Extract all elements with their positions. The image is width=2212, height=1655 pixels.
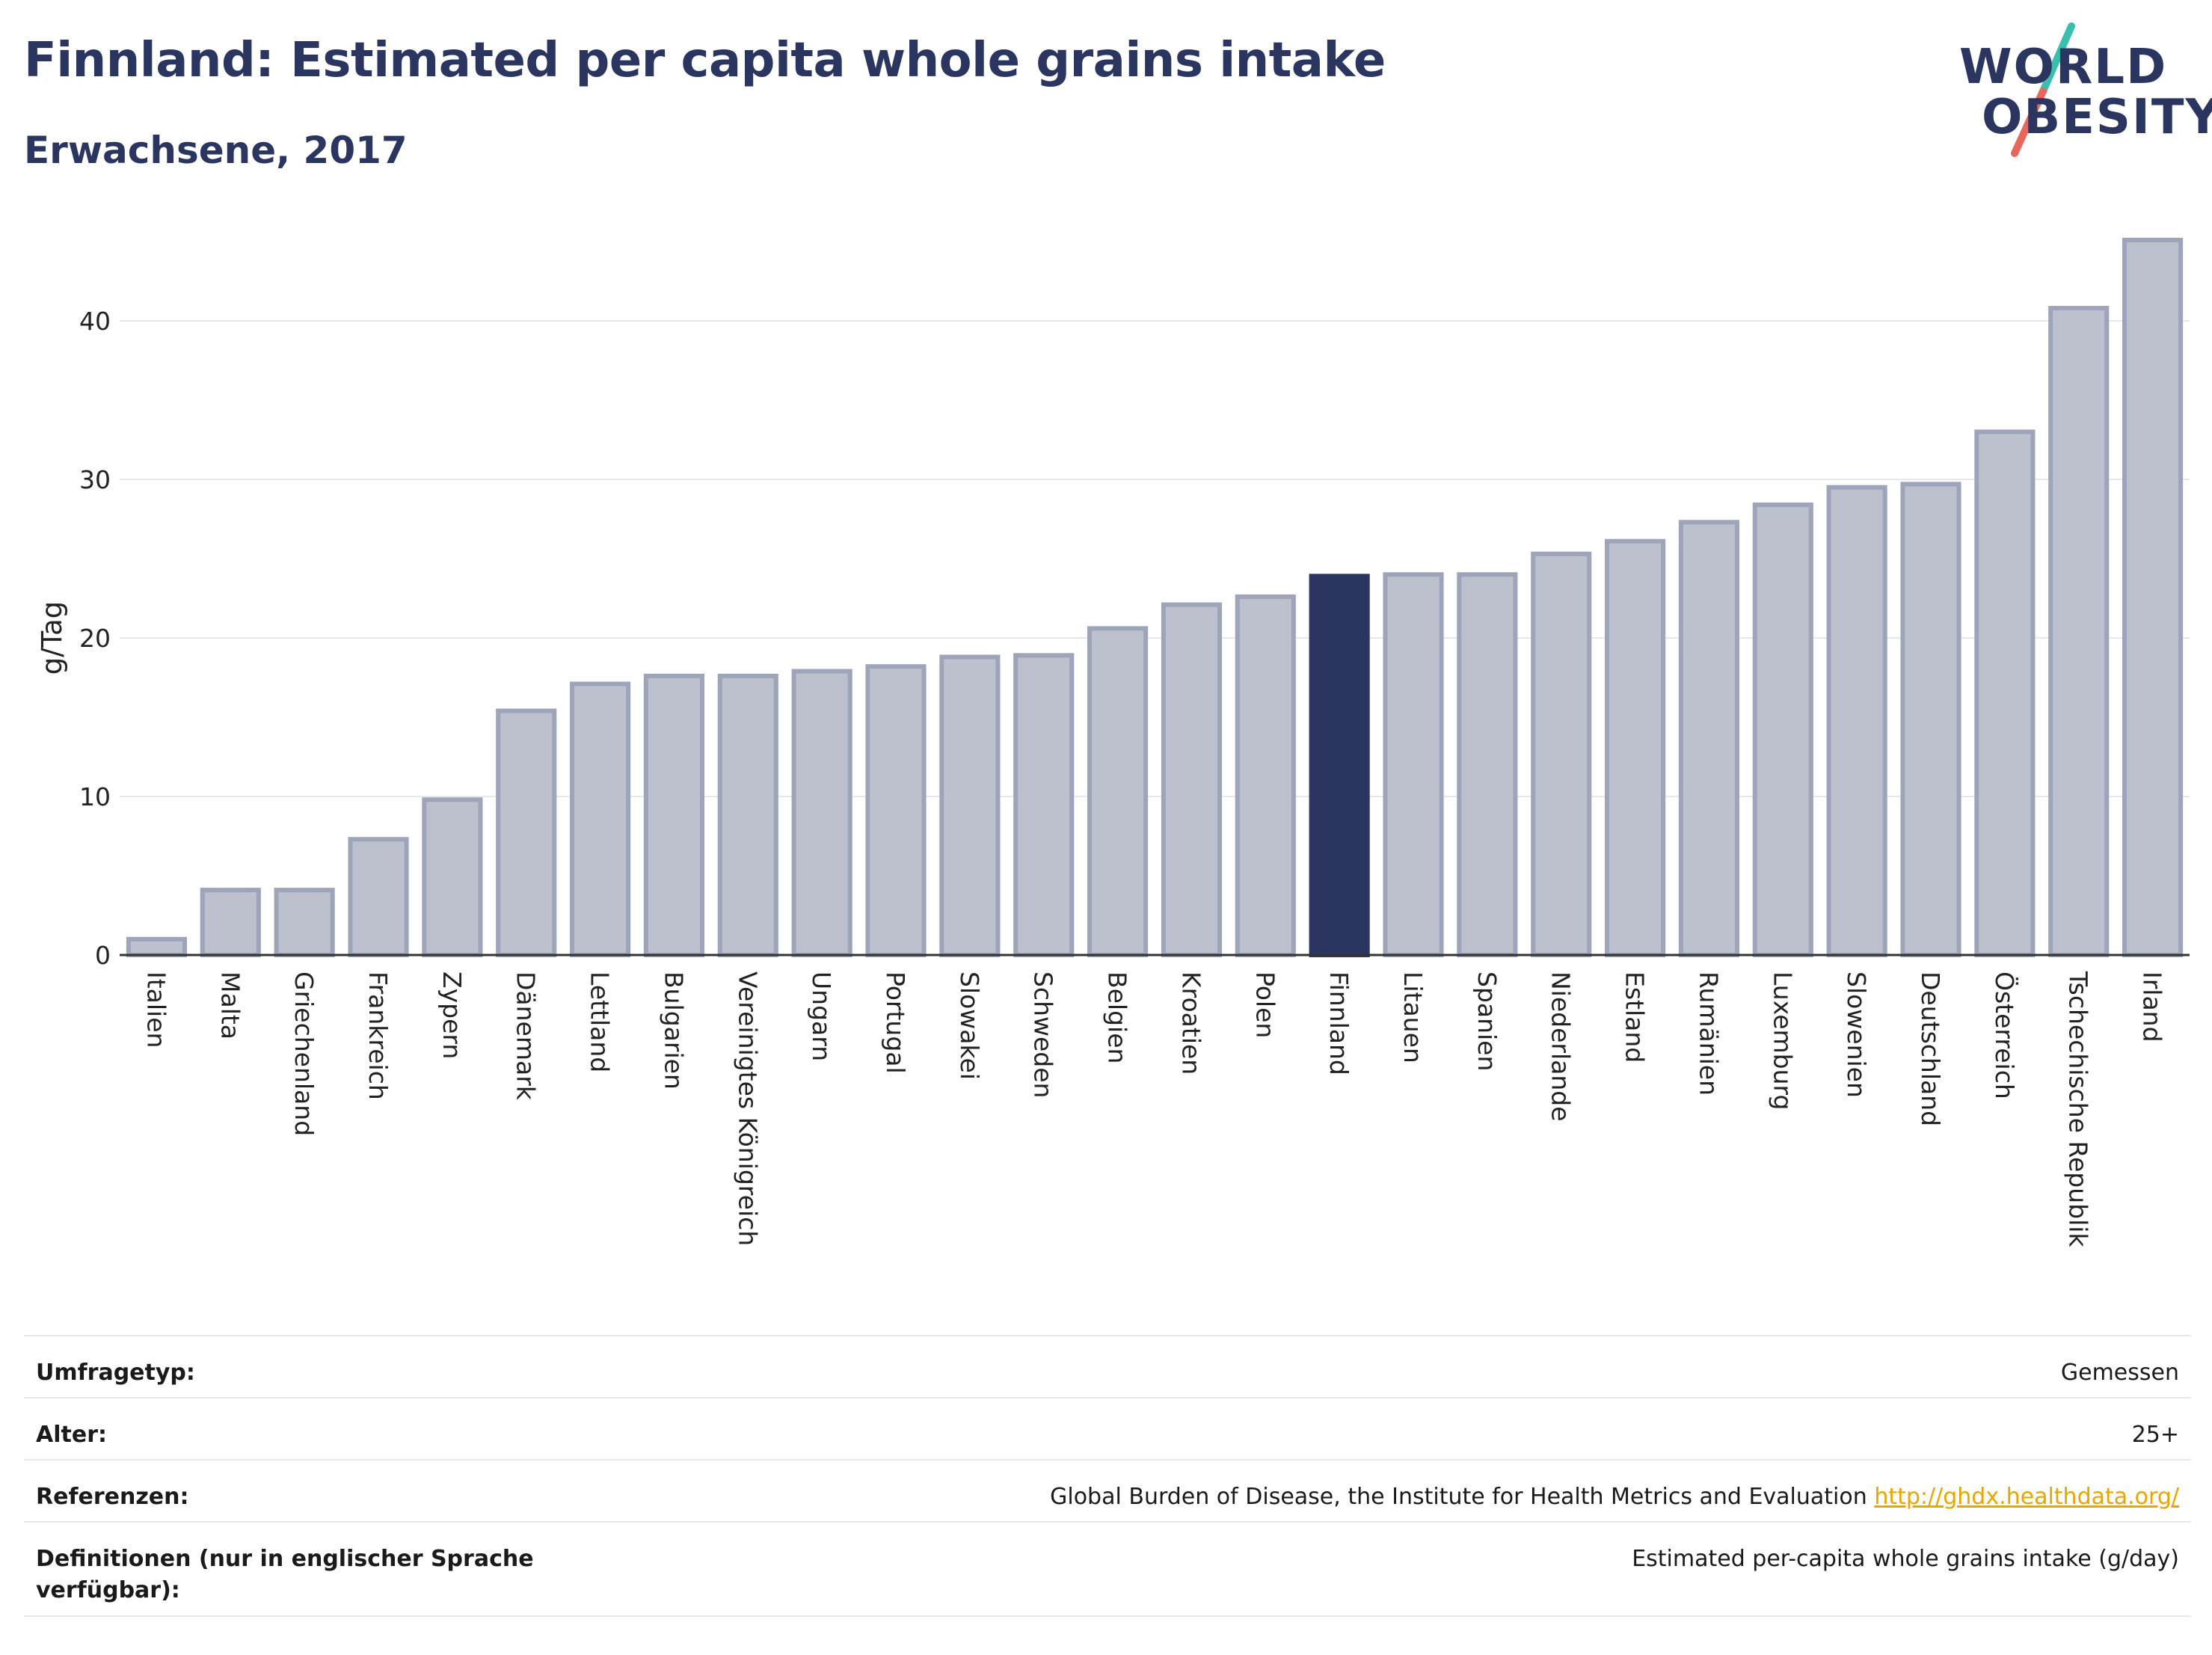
bar-schweden[interactable]	[1013, 653, 1075, 957]
bar-italien[interactable]	[126, 936, 187, 958]
bar-lettland[interactable]	[570, 681, 631, 957]
bar-rumänien[interactable]	[1678, 520, 1739, 957]
bar-vereinigtes-königreich[interactable]	[717, 673, 778, 957]
references-text: Global Burden of Disease, the Institute …	[1050, 1484, 1867, 1510]
info-row-definitions: Definitionen (nur in englischer Sprache …	[24, 1523, 2191, 1617]
bar-ungarn[interactable]	[791, 669, 852, 958]
y-tick-label: 40	[79, 307, 111, 336]
x-tick-label: Dänemark	[511, 971, 541, 1101]
info-table: Umfragetyp: Gemessen Alter: 25+ Referenz…	[24, 1335, 2191, 1617]
x-tick-label: Italien	[141, 971, 170, 1048]
logo-word-world: WORLD	[1959, 40, 2168, 95]
x-tick-label: Bulgarien	[659, 971, 688, 1090]
bar-dänemark[interactable]	[496, 708, 557, 958]
logo-slash-icon	[2011, 22, 2075, 157]
x-axis-labels: Italien Malta Griechenland Frankreich Zypern…	[141, 971, 2166, 1247]
x-tick-label: Schweden	[1029, 971, 1058, 1098]
x-tick-label: Belgien	[1103, 971, 1132, 1063]
bar-estland[interactable]	[1605, 538, 1666, 957]
world-obesity-logo[interactable]: WORLD OBESITY	[1952, 22, 2212, 157]
definitions-label: Definitionen (nur in englischer Sprache …	[36, 1546, 534, 1603]
x-tick-label: Portugal	[881, 971, 910, 1074]
x-tick-label: Niederlande	[1546, 971, 1576, 1122]
y-tick-label: 10	[79, 782, 111, 811]
x-tick-label: Ungarn	[807, 971, 836, 1061]
x-tick-label: Polen	[1250, 971, 1279, 1038]
age-label: Alter:	[36, 1422, 107, 1448]
x-tick-label: Deutschland	[1916, 971, 1945, 1126]
x-tick-label: Rumänien	[1694, 971, 1723, 1096]
bar-slowenien[interactable]	[1826, 485, 1887, 958]
bar-malta[interactable]	[200, 888, 261, 958]
age-value: 25+	[2131, 1422, 2179, 1448]
info-row-age: Alter: 25+	[24, 1398, 2191, 1461]
x-tick-label: Irland	[2138, 971, 2167, 1043]
bar-chart: 0 10 20 30 40 Italien Malta Griechenland Frankr…	[36, 237, 2190, 1247]
chart-title: Finnland: Estimated per capita whole gra…	[24, 33, 1386, 88]
x-tick-label: Vereinigtes Königreich	[733, 971, 762, 1246]
survey-type-value: Gemessen	[2060, 1360, 2179, 1386]
y-tick-label: 30	[79, 465, 111, 494]
x-tick-label: Österreich	[1990, 971, 2020, 1099]
y-tick-label: 20	[79, 624, 111, 653]
survey-type-label: Umfragetyp:	[36, 1360, 195, 1386]
bar-tschechische-republik[interactable]	[2048, 306, 2110, 958]
bar-bulgarien[interactable]	[643, 673, 704, 957]
x-tick-label: Slowakei	[955, 971, 984, 1080]
bar-irland[interactable]	[2122, 237, 2184, 957]
y-axis-title: g/Tag	[36, 601, 68, 675]
bar-deutschland[interactable]	[1900, 482, 1961, 957]
x-tick-label: Finnland	[1324, 971, 1354, 1075]
x-tick-label: Litauen	[1398, 971, 1428, 1063]
bar-slowakei[interactable]	[939, 654, 1001, 957]
bar-frankreich[interactable]	[348, 837, 409, 957]
bar-österreich[interactable]	[1974, 429, 2036, 957]
bar-griechenland[interactable]	[274, 888, 335, 958]
x-tick-label: Slowenien	[1842, 971, 1871, 1098]
x-tick-label: Estland	[1620, 971, 1650, 1063]
bar-kroatien[interactable]	[1161, 602, 1222, 957]
y-tick-label: 0	[95, 941, 111, 970]
bar-niederlande[interactable]	[1531, 551, 1592, 957]
bar-belgien[interactable]	[1087, 626, 1149, 958]
references-link[interactable]: http://ghdx.healthdata.org/	[1874, 1484, 2179, 1510]
x-tick-label: Zypern	[437, 971, 467, 1059]
bar-litauen[interactable]	[1383, 572, 1444, 957]
info-row-survey: Umfragetyp: Gemessen	[24, 1336, 2191, 1398]
definitions-value: Estimated per-capita whole grains intake…	[1632, 1546, 2179, 1572]
x-tick-label: Frankreich	[363, 971, 393, 1100]
x-tick-label: Tschechische Republik	[2064, 971, 2093, 1247]
x-tick-label: Kroatien	[1176, 971, 1205, 1075]
bars	[126, 237, 2184, 958]
bar-polen[interactable]	[1235, 594, 1296, 957]
logo-word-obesity: OBESITY	[1982, 90, 2212, 145]
bar-zypern[interactable]	[422, 797, 483, 957]
x-tick-label: Lettland	[586, 971, 615, 1072]
bar-finnland[interactable]	[1309, 574, 1370, 957]
bar-portugal[interactable]	[865, 664, 927, 957]
x-tick-label: Luxemburg	[1768, 971, 1797, 1110]
chart-subtitle: Erwachsene, 2017	[24, 129, 408, 172]
y-axis-ticks: 0 10 20 30 40	[79, 307, 111, 970]
x-tick-label: Griechenland	[289, 971, 319, 1136]
references-value: Global Burden of Disease, the Institute …	[1050, 1481, 2179, 1513]
x-tick-label: Spanien	[1472, 971, 1502, 1071]
x-tick-label: Malta	[215, 971, 245, 1040]
references-label: Referenzen:	[36, 1484, 189, 1510]
bar-spanien[interactable]	[1457, 572, 1518, 957]
info-row-references: Referenzen: Global Burden of Disease, th…	[24, 1461, 2191, 1523]
bar-luxemburg[interactable]	[1752, 502, 1813, 958]
